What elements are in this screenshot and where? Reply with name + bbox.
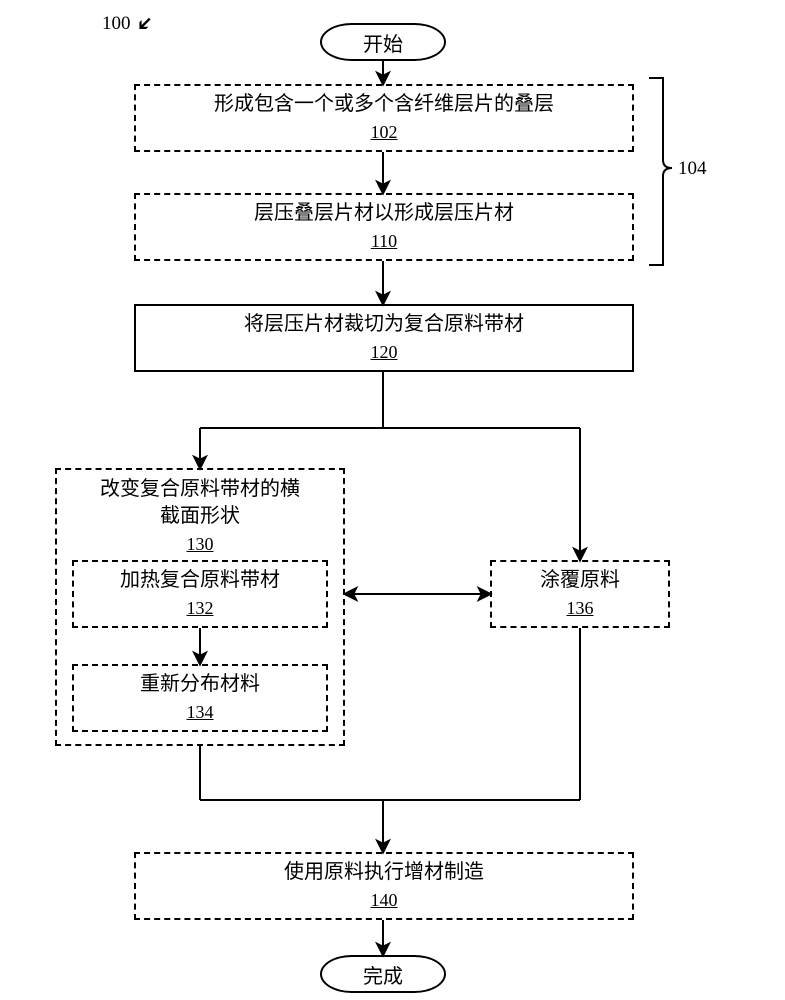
end-terminator: 完成 [320,955,446,993]
step-120: 将层压片材裁切为复合原料带材 120 [134,304,634,372]
step-134: 重新分布材料 134 [72,664,328,732]
step-130-title: 改变复合原料带材的横 截面形状 [100,476,300,530]
step-136-title: 涂覆原料 [540,567,620,594]
step-110-ref: 110 [371,229,397,253]
step-120-ref: 120 [371,340,398,364]
step-130-ref: 130 [187,532,214,556]
step-132-ref: 132 [187,596,214,620]
start-terminator: 开始 [320,23,446,61]
step-140-title: 使用原料执行增材制造 [284,859,484,886]
step-102: 形成包含一个或多个含纤维层片的叠层 102 [134,84,634,152]
figure-ref-100: 100 ➔ [102,10,152,35]
step-110-title: 层压叠层片材以形成层压片材 [254,200,514,227]
step-134-title: 重新分布材料 [140,671,260,698]
step-132-title: 加热复合原料带材 [120,567,280,594]
step-102-title: 形成包含一个或多个含纤维层片的叠层 [214,91,554,118]
step-136: 涂覆原料 136 [490,560,670,628]
step-120-title: 将层压片材裁切为复合原料带材 [244,311,524,338]
group-ref-104: 104 [678,158,707,180]
step-140-ref: 140 [371,888,398,912]
step-132: 加热复合原料带材 132 [72,560,328,628]
step-102-ref: 102 [371,120,398,144]
step-140: 使用原料执行增材制造 140 [134,852,634,920]
step-136-ref: 136 [567,596,594,620]
step-134-ref: 134 [187,700,214,724]
flowchart: 100 ➔ 104 开始 完成 形成包含一个或多个含纤维层片的叠层 102 层压… [0,0,785,1000]
step-110: 层压叠层片材以形成层压片材 110 [134,193,634,261]
